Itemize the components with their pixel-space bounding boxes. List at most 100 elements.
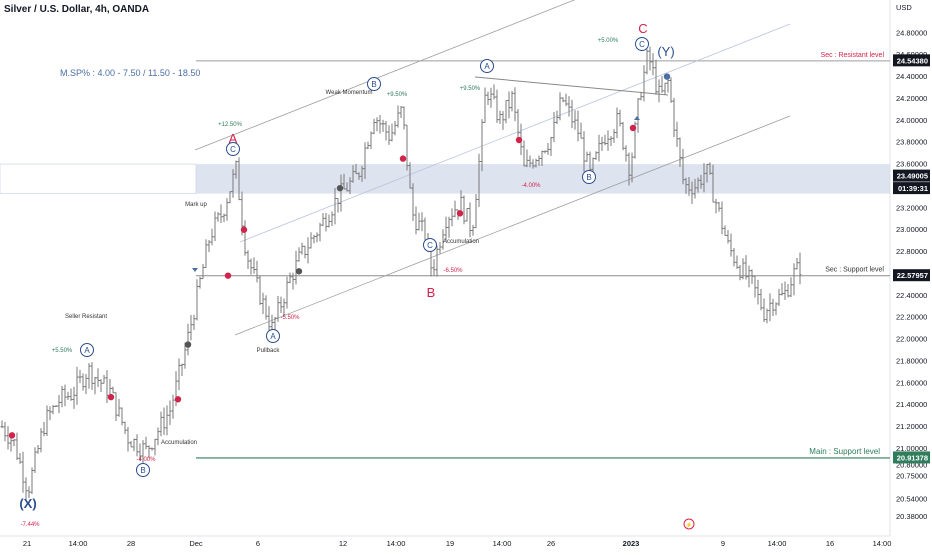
- x-tick-label: 14:00: [873, 539, 892, 548]
- y-tick-label: 23.00000: [896, 225, 927, 234]
- y-tick-label: 22.00000: [896, 335, 927, 344]
- chart-title: Silver / U.S. Dollar, 4h, OANDA: [4, 4, 150, 15]
- bar-marker-dot: [456, 210, 464, 217]
- wave-text-label: -4.00%: [521, 183, 541, 189]
- bar-marker-dot: [224, 272, 232, 279]
- wave-text-label: -4.00%: [136, 457, 156, 463]
- wave-circle-label: B: [371, 80, 376, 89]
- x-tick-label: 14:00: [69, 539, 88, 548]
- wave-circle-label: C: [639, 40, 645, 49]
- x-tick-label: Dec: [189, 539, 203, 548]
- x-tick-label: 14:00: [768, 539, 787, 548]
- bar-marker-dot: [240, 226, 248, 233]
- wave-circle: [367, 77, 381, 91]
- x-tick-label: 14:00: [493, 539, 512, 548]
- y-tick-label: 21.60000: [896, 378, 927, 387]
- y-tick-label: 24.80000: [896, 28, 927, 37]
- x-tick-label: 16: [826, 539, 834, 548]
- support-level-label: Sec : Support level: [825, 267, 884, 274]
- wave-circle-label: A: [84, 346, 90, 355]
- y-tick-label: 20.38000: [896, 512, 927, 521]
- y-tick-label: 24.00000: [896, 116, 927, 125]
- wave-circle-label: C: [230, 145, 236, 154]
- wave-text-label: -6.50%: [443, 268, 463, 274]
- wave-text-label: B: [427, 285, 436, 300]
- bar-marker-dot: [663, 73, 671, 80]
- price-tag-main: [893, 451, 930, 464]
- wave-text-label: Accumulation: [161, 440, 197, 446]
- wave-circle-label: A: [270, 332, 276, 341]
- y-tick-label: 21.20000: [896, 422, 927, 431]
- currency-label: USD: [896, 3, 912, 12]
- x-tick-label: 9: [721, 539, 725, 548]
- wave-circle-label: B: [586, 173, 591, 182]
- bar-marker-dot: [295, 268, 303, 275]
- channel-upper: [194, 0, 576, 151]
- wave-text-label: -7.44%: [20, 522, 40, 528]
- wave-text-label: (X): [19, 496, 36, 511]
- wave-text-label: C: [638, 21, 647, 36]
- wave-circle: [423, 238, 437, 252]
- wave-circle-label: C: [427, 241, 433, 250]
- price-tag-label: 23.49005: [897, 172, 928, 181]
- channel-lower: [234, 115, 791, 336]
- wave-text-label: +9.50%: [387, 92, 408, 98]
- price-tag-support: [893, 269, 930, 282]
- y-tick-label: 20.75000: [896, 471, 927, 480]
- y-tick-label: 22.20000: [896, 313, 927, 322]
- wave-text-label: +5.50%: [52, 348, 73, 354]
- y-tick-label: 22.80000: [896, 247, 927, 256]
- wave-circle-label: A: [484, 62, 490, 71]
- bar-marker-dot: [515, 136, 523, 144]
- bar-marker-dot: [174, 396, 182, 403]
- bar-marker-dot: [399, 155, 407, 162]
- wave-text-label: Weak Momentum: [326, 90, 373, 96]
- wave-text-label: -5.50%: [280, 315, 300, 321]
- wave-circle: [480, 59, 494, 73]
- lightning-icon[interactable]: [683, 518, 695, 530]
- wave-circle: [226, 142, 240, 156]
- y-tick-label: 21.00000: [896, 444, 927, 453]
- down-arrow-marker: [192, 268, 198, 272]
- wave-circle: [582, 170, 596, 184]
- wave-text-label: +12.50%: [218, 122, 243, 128]
- y-tick-label: 20.80000: [896, 460, 927, 469]
- price-tag-label: 20.91378: [897, 453, 928, 462]
- wave-circle: [635, 37, 649, 51]
- price-tag-current: [893, 169, 930, 182]
- wave-circle: [80, 343, 94, 357]
- wave-text-label: Accumulation: [443, 239, 479, 245]
- wave-text-label: +5.00%: [598, 38, 619, 44]
- resistance-level-label: Sec : Resistant level: [821, 52, 885, 59]
- x-tick-label: 12: [339, 539, 347, 548]
- bar-marker-dot: [8, 432, 16, 439]
- price-tag-label: 22.57957: [897, 271, 928, 280]
- x-tick-label: 14:00: [387, 539, 406, 548]
- up-arrow-marker: [634, 116, 640, 120]
- supply-zone-outline: [0, 163, 197, 195]
- main-support-level-label: Main : Support level: [809, 447, 880, 456]
- wave-circle: [136, 463, 150, 477]
- x-tick-label: 19: [446, 539, 454, 548]
- price-tag-resistance: [893, 54, 930, 67]
- msp-note: M.SP% : 4.00 - 7.50 / 11.50 - 18.50: [60, 68, 201, 78]
- x-tick-label: 21: [23, 539, 31, 548]
- bar-marker-dot: [184, 341, 192, 348]
- y-tick-label: 23.20000: [896, 203, 927, 212]
- x-tick-label: 26: [547, 539, 555, 548]
- y-tick-label: 21.40000: [896, 400, 927, 409]
- wave-text-label: (Y): [657, 44, 674, 59]
- wave-circle-label: B: [140, 466, 145, 475]
- y-tick-label: 24.20000: [896, 94, 927, 103]
- y-tick-label: 20.54000: [896, 494, 927, 503]
- wave-text-label: +9.50%: [460, 86, 481, 92]
- y-tick-label: 24.40000: [896, 72, 927, 81]
- price-tag-timer: [893, 182, 930, 195]
- x-tick-label: 2023: [623, 539, 640, 548]
- x-tick-label: 28: [127, 539, 135, 548]
- wave-text-label: A: [229, 131, 238, 146]
- x-tick-label: 6: [256, 539, 260, 548]
- channel-mid: [239, 23, 791, 243]
